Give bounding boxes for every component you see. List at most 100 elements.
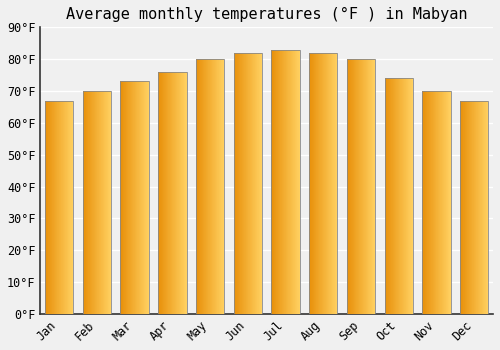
Bar: [94, 91, 95, 314]
Bar: [412, 78, 413, 314]
Bar: [67, 100, 68, 314]
Bar: [122, 82, 124, 314]
Bar: [484, 100, 485, 314]
Bar: [211, 59, 212, 314]
Bar: [470, 100, 471, 314]
Bar: [239, 53, 240, 314]
Bar: [318, 53, 319, 314]
Bar: [90, 91, 92, 314]
Bar: [411, 78, 412, 314]
Bar: [309, 53, 310, 314]
Bar: [206, 59, 208, 314]
Bar: [468, 100, 469, 314]
Bar: [316, 53, 317, 314]
Bar: [185, 72, 186, 314]
Bar: [249, 53, 250, 314]
Bar: [314, 53, 315, 314]
Bar: [200, 59, 201, 314]
Bar: [53, 100, 54, 314]
Bar: [162, 72, 163, 314]
Bar: [432, 91, 433, 314]
Bar: [430, 91, 431, 314]
Bar: [126, 82, 128, 314]
Bar: [463, 100, 464, 314]
Bar: [391, 78, 392, 314]
Bar: [182, 72, 183, 314]
Bar: [246, 53, 248, 314]
Bar: [435, 91, 436, 314]
Bar: [358, 59, 359, 314]
Bar: [282, 50, 284, 314]
Bar: [144, 82, 145, 314]
Bar: [405, 78, 406, 314]
Bar: [371, 59, 372, 314]
Bar: [213, 59, 214, 314]
Bar: [162, 72, 164, 314]
Bar: [173, 72, 174, 314]
Bar: [201, 59, 202, 314]
Bar: [141, 82, 142, 314]
Bar: [140, 82, 141, 314]
Bar: [234, 53, 262, 314]
Bar: [334, 53, 335, 314]
Bar: [462, 100, 463, 314]
Bar: [460, 100, 461, 314]
Bar: [369, 59, 370, 314]
Bar: [251, 53, 252, 314]
Bar: [290, 50, 291, 314]
Bar: [72, 100, 73, 314]
Bar: [384, 78, 413, 314]
Bar: [70, 100, 71, 314]
Bar: [317, 53, 318, 314]
Bar: [384, 78, 385, 314]
Bar: [272, 50, 299, 314]
Bar: [170, 72, 172, 314]
Bar: [147, 82, 148, 314]
Bar: [427, 91, 428, 314]
Bar: [361, 59, 362, 314]
Bar: [58, 100, 59, 314]
Bar: [309, 53, 338, 314]
Bar: [424, 91, 425, 314]
Bar: [217, 59, 218, 314]
Bar: [426, 91, 427, 314]
Bar: [350, 59, 351, 314]
Bar: [464, 100, 465, 314]
Bar: [282, 50, 283, 314]
Bar: [295, 50, 296, 314]
Bar: [120, 82, 149, 314]
Bar: [253, 53, 254, 314]
Bar: [429, 91, 430, 314]
Bar: [422, 91, 423, 314]
Bar: [208, 59, 209, 314]
Bar: [220, 59, 221, 314]
Bar: [55, 100, 56, 314]
Bar: [332, 53, 333, 314]
Bar: [84, 91, 85, 314]
Bar: [48, 100, 49, 314]
Bar: [61, 100, 62, 314]
Bar: [46, 100, 47, 314]
Bar: [410, 78, 411, 314]
Bar: [252, 53, 253, 314]
Bar: [385, 78, 386, 314]
Bar: [56, 100, 57, 314]
Bar: [175, 72, 176, 314]
Bar: [50, 100, 51, 314]
Bar: [241, 53, 242, 314]
Bar: [109, 91, 110, 314]
Bar: [276, 50, 277, 314]
Bar: [148, 82, 149, 314]
Bar: [242, 53, 244, 314]
Bar: [404, 78, 405, 314]
Bar: [176, 72, 177, 314]
Bar: [322, 53, 324, 314]
Bar: [355, 59, 356, 314]
Bar: [196, 59, 197, 314]
Bar: [472, 100, 473, 314]
Bar: [348, 59, 349, 314]
Bar: [288, 50, 289, 314]
Bar: [351, 59, 352, 314]
Bar: [205, 59, 206, 314]
Bar: [65, 100, 66, 314]
